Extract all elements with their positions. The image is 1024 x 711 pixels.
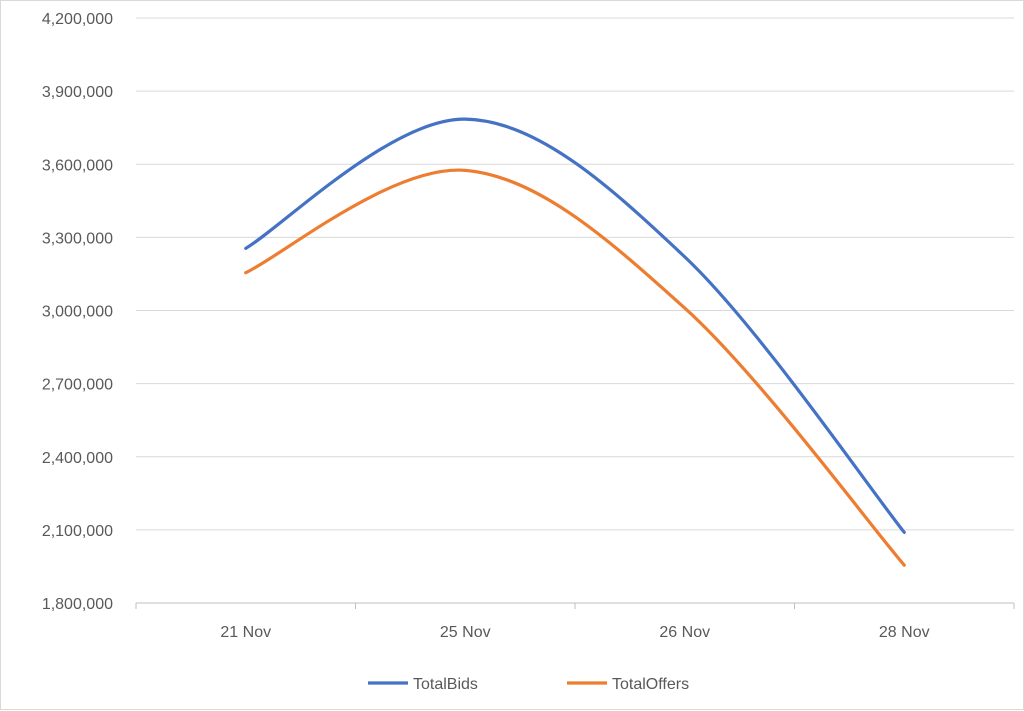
y-tick-label: 3,000,000 bbox=[42, 304, 113, 321]
gridlines bbox=[136, 17, 1014, 531]
x-tick-label: 21 Nov bbox=[220, 624, 271, 641]
legend-item-totalbids: TotalBids bbox=[368, 676, 478, 693]
y-tick-label: 4,200,000 bbox=[42, 11, 113, 28]
legend-label: TotalOffers bbox=[612, 676, 689, 693]
legend-label: TotalBids bbox=[413, 676, 478, 693]
y-tick-label: 2,400,000 bbox=[42, 450, 113, 467]
y-tick-label: 2,700,000 bbox=[42, 377, 113, 394]
x-tick-label: 28 Nov bbox=[879, 624, 930, 641]
x-tick-label: 26 Nov bbox=[659, 624, 710, 641]
y-tick-label: 3,600,000 bbox=[42, 157, 113, 174]
x-axis: 21 Nov 25 Nov 26 Nov 28 Nov bbox=[135, 602, 1015, 641]
y-tick-label: 3,900,000 bbox=[42, 84, 113, 101]
legend-item-totaloffers: TotalOffers bbox=[567, 676, 689, 693]
y-tick-label: 2,100,000 bbox=[42, 523, 113, 540]
y-tick-label: 3,300,000 bbox=[42, 230, 113, 247]
y-tick-label: 1,800,000 bbox=[42, 596, 113, 613]
series-line-totaloffers bbox=[244, 168, 906, 567]
series-line-totalbids bbox=[244, 117, 906, 534]
legend: TotalBids TotalOffers bbox=[368, 676, 689, 693]
x-tick-label: 25 Nov bbox=[440, 624, 491, 641]
series-lines bbox=[244, 117, 906, 567]
y-axis-tick-labels: 1,800,000 2,100,000 2,400,000 2,700,000 3,00… bbox=[42, 11, 113, 613]
